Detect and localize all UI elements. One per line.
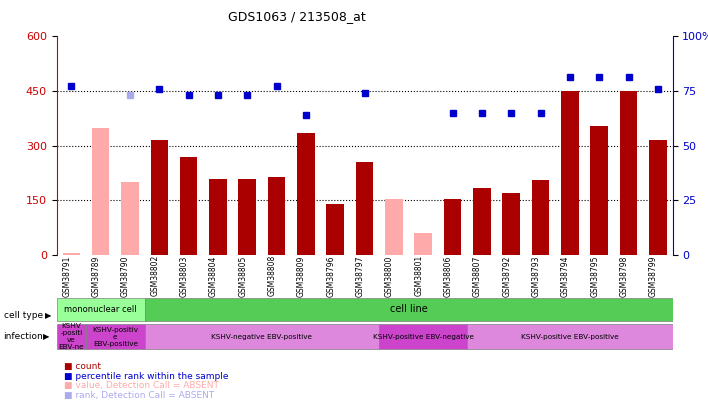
- Text: ▶: ▶: [45, 311, 51, 320]
- Bar: [649, 140, 667, 255]
- Bar: [379, 324, 467, 349]
- Text: GSM38793: GSM38793: [532, 255, 541, 296]
- Text: ■ rank, Detection Call = ABSENT: ■ rank, Detection Call = ABSENT: [64, 391, 214, 400]
- Text: GSM38797: GSM38797: [355, 255, 365, 296]
- Bar: [268, 177, 285, 255]
- Bar: [444, 199, 462, 255]
- Bar: [144, 298, 673, 321]
- Text: ▶: ▶: [42, 332, 49, 341]
- Text: KSHV-positiv
e
EBV-positive: KSHV-positiv e EBV-positive: [92, 326, 138, 347]
- Text: GSM38801: GSM38801: [414, 255, 423, 296]
- Bar: [503, 193, 520, 255]
- Text: GSM38805: GSM38805: [239, 255, 247, 296]
- Text: ■ percentile rank within the sample: ■ percentile rank within the sample: [64, 372, 228, 381]
- Text: mononuclear cell: mononuclear cell: [64, 305, 137, 314]
- Text: GSM38809: GSM38809: [297, 255, 306, 296]
- Bar: [92, 128, 110, 255]
- Bar: [385, 199, 403, 255]
- Text: GSM38796: GSM38796: [326, 255, 336, 296]
- Text: GDS1063 / 213508_at: GDS1063 / 213508_at: [229, 10, 366, 23]
- Text: GSM38791: GSM38791: [62, 255, 72, 296]
- Bar: [356, 162, 373, 255]
- Bar: [590, 126, 608, 255]
- Text: GSM38803: GSM38803: [180, 255, 188, 296]
- Text: ■ count: ■ count: [64, 362, 101, 371]
- Text: GSM38790: GSM38790: [121, 255, 130, 296]
- Bar: [180, 157, 198, 255]
- Text: GSM38798: GSM38798: [620, 255, 629, 296]
- Text: cell type: cell type: [4, 311, 42, 320]
- Bar: [57, 298, 144, 321]
- Text: infection: infection: [4, 332, 43, 341]
- Bar: [209, 179, 227, 255]
- Bar: [620, 91, 637, 255]
- Bar: [151, 140, 168, 255]
- Text: GSM38789: GSM38789: [91, 255, 101, 296]
- Bar: [532, 181, 549, 255]
- Text: KSHV-positive EBV-negative: KSHV-positive EBV-negative: [373, 334, 474, 339]
- Bar: [57, 324, 86, 349]
- Bar: [473, 188, 491, 255]
- Text: KSHV-positive EBV-positive: KSHV-positive EBV-positive: [521, 334, 619, 339]
- Bar: [239, 179, 256, 255]
- Bar: [62, 254, 80, 255]
- Text: KSHV-negative EBV-positive: KSHV-negative EBV-positive: [212, 334, 312, 339]
- Text: cell line: cell line: [389, 305, 428, 314]
- Bar: [121, 182, 139, 255]
- Text: GSM38807: GSM38807: [473, 255, 482, 296]
- Text: ■ value, Detection Call = ABSENT: ■ value, Detection Call = ABSENT: [64, 382, 219, 390]
- Text: GSM38802: GSM38802: [150, 255, 159, 296]
- Bar: [414, 233, 432, 255]
- Bar: [144, 324, 379, 349]
- Text: GSM38792: GSM38792: [502, 255, 511, 296]
- Text: GSM38800: GSM38800: [385, 255, 394, 296]
- Bar: [86, 324, 144, 349]
- Bar: [326, 204, 344, 255]
- Text: GSM38799: GSM38799: [649, 255, 658, 296]
- Text: GSM38808: GSM38808: [268, 255, 277, 296]
- Text: KSHV
-positi
ve
EBV-ne: KSHV -positi ve EBV-ne: [59, 323, 84, 350]
- Text: GSM38806: GSM38806: [444, 255, 452, 296]
- Text: GSM38804: GSM38804: [209, 255, 218, 296]
- Bar: [467, 324, 673, 349]
- Text: GSM38794: GSM38794: [561, 255, 570, 296]
- Bar: [561, 91, 578, 255]
- Bar: [297, 133, 315, 255]
- Text: GSM38795: GSM38795: [590, 255, 599, 296]
